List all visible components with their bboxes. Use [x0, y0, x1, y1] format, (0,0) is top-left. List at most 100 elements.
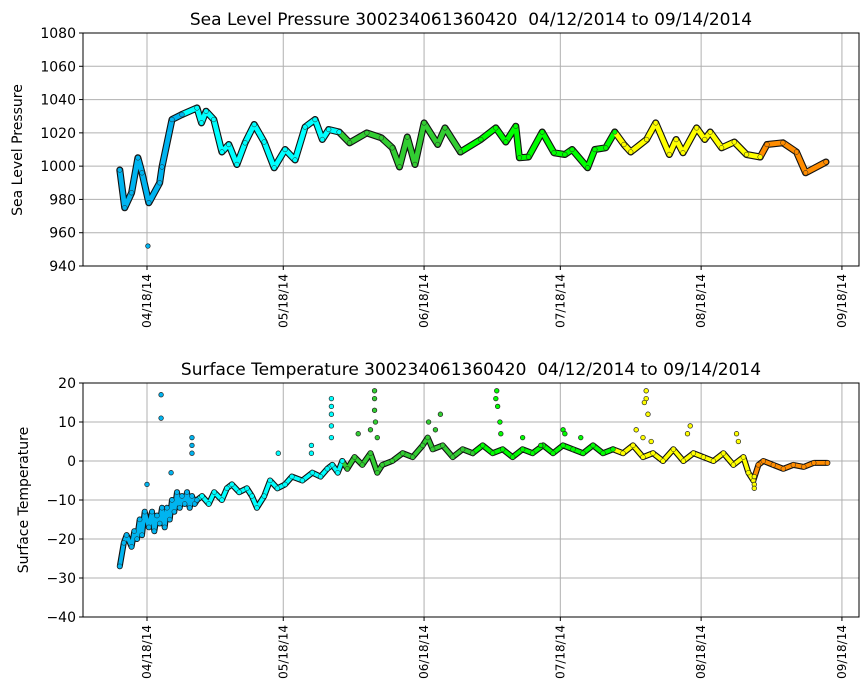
data-point	[364, 130, 370, 136]
data-point	[131, 528, 137, 534]
data-point	[690, 450, 697, 456]
data-point	[158, 415, 164, 421]
data-point	[648, 438, 654, 445]
x-tick-label: 06/18/14	[417, 625, 431, 679]
x-tick-label: 08/18/14	[694, 625, 708, 679]
data-point	[144, 481, 150, 488]
data-point	[755, 462, 762, 468]
data-point	[206, 501, 212, 507]
series-line	[336, 120, 463, 170]
data-point	[435, 141, 441, 148]
y-tick-label: −20	[46, 532, 76, 548]
data-point	[584, 165, 591, 171]
data-point	[420, 442, 426, 449]
data-point	[379, 462, 385, 468]
data-point	[374, 470, 380, 476]
y-tick-label: 1000	[40, 159, 76, 175]
data-point	[134, 536, 140, 542]
data-point	[628, 149, 634, 155]
data-point	[164, 505, 170, 511]
data-point	[560, 442, 566, 449]
data-point	[731, 139, 737, 145]
data-point	[653, 120, 659, 126]
y-tick-label: 960	[49, 226, 76, 242]
data-point	[412, 161, 418, 168]
data-point	[643, 388, 649, 394]
data-point	[174, 489, 180, 495]
data-point	[610, 446, 616, 452]
data-point	[707, 129, 713, 135]
data-point	[226, 141, 232, 148]
data-point	[128, 190, 135, 196]
data-point	[289, 473, 295, 480]
sea-level-pressure-panel: Sea Level Pressure 300234061360420 04/12…	[10, 10, 860, 328]
data-point	[450, 454, 456, 460]
data-point	[710, 458, 717, 464]
data-point	[650, 450, 656, 456]
data-point	[673, 136, 679, 143]
data-point	[328, 395, 335, 402]
data-point	[509, 454, 516, 460]
data-point	[234, 161, 240, 168]
data-point	[743, 151, 750, 158]
x-tick-label: 07/18/14	[553, 625, 567, 679]
data-point	[117, 167, 123, 173]
data-point	[135, 155, 141, 161]
data-point	[267, 477, 273, 484]
data-point	[538, 442, 544, 449]
data-point	[666, 151, 672, 158]
data-point	[494, 388, 500, 394]
data-point	[793, 149, 800, 155]
data-point	[811, 460, 817, 466]
data-point	[516, 155, 523, 161]
data-point	[157, 520, 163, 527]
data-point	[219, 149, 225, 155]
data-point	[480, 442, 486, 449]
x-tick-label: 04/18/14	[140, 274, 154, 328]
data-point	[169, 497, 175, 503]
data-point	[693, 125, 700, 131]
data-point	[146, 524, 152, 530]
surface-temperature-panel: Surface Temperature 300234061360420 04/1…	[16, 360, 860, 679]
data-point	[421, 120, 427, 126]
data-point	[823, 159, 829, 165]
data-point	[730, 462, 737, 468]
data-point	[203, 108, 209, 114]
data-point	[780, 466, 786, 472]
data-point	[151, 528, 157, 534]
data-point	[328, 423, 335, 429]
x-tick-label: 09/18/14	[835, 274, 849, 328]
data-point	[189, 450, 195, 456]
y-tick-label: 0	[67, 454, 76, 470]
y-tick-label: 980	[49, 192, 76, 208]
data-point	[400, 450, 406, 456]
data-point	[367, 427, 374, 433]
data-point	[389, 458, 395, 464]
data-point	[569, 146, 575, 153]
data-point	[244, 485, 250, 491]
data-point	[274, 485, 281, 491]
data-point	[389, 145, 395, 151]
data-point	[194, 105, 200, 111]
y-tick-label: −40	[46, 610, 76, 626]
data-point	[371, 407, 378, 413]
data-point	[229, 481, 235, 488]
data-point	[550, 450, 556, 456]
data-point	[302, 124, 308, 130]
data-point	[740, 454, 747, 460]
data-point	[760, 458, 767, 464]
data-point	[198, 120, 205, 126]
data-point	[425, 434, 431, 441]
data-point	[751, 485, 757, 491]
data-point	[142, 509, 148, 515]
data-point	[801, 464, 807, 470]
data-point	[189, 493, 195, 499]
data-point	[159, 164, 165, 170]
data-point	[346, 140, 353, 146]
data-point	[499, 446, 506, 452]
data-point	[430, 446, 436, 452]
data-point	[261, 493, 267, 499]
series-line	[612, 120, 763, 160]
data-point	[633, 427, 639, 433]
data-point	[493, 125, 499, 131]
